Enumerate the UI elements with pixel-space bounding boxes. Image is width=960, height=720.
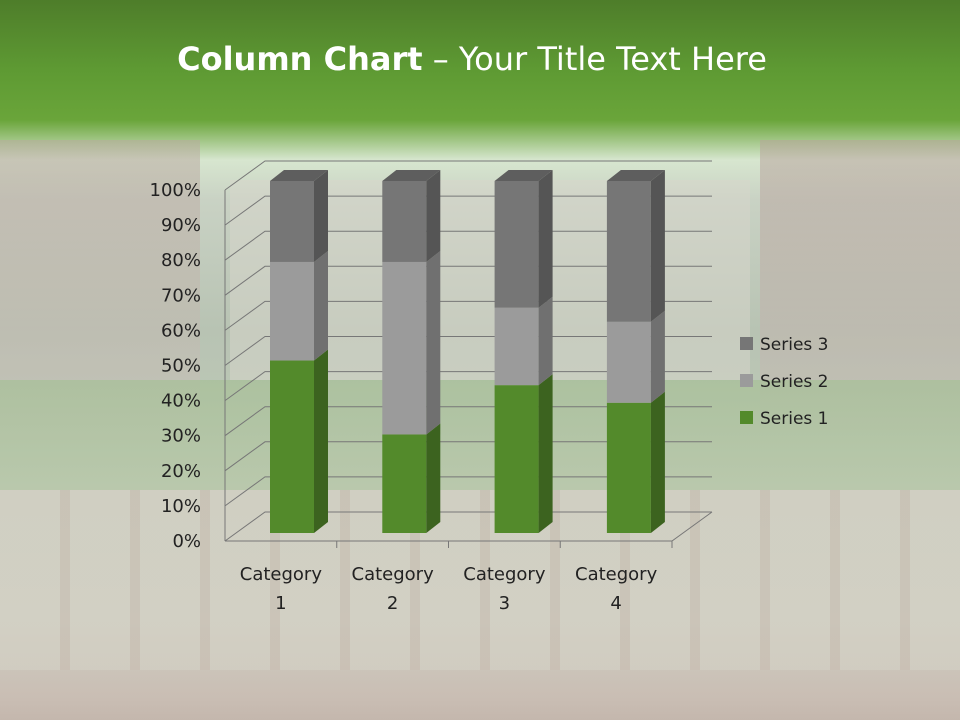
bar-front-series-2 bbox=[270, 261, 314, 361]
bar-top bbox=[382, 170, 441, 181]
legend-swatch bbox=[740, 337, 753, 350]
bar-top bbox=[606, 170, 665, 181]
y-tick-label: 20% bbox=[161, 461, 201, 482]
background-plaza bbox=[0, 490, 960, 670]
bar-front-series-1 bbox=[382, 434, 427, 533]
gridline bbox=[224, 300, 712, 331]
y-tick-label: 50% bbox=[161, 356, 201, 377]
y-tick-label: 60% bbox=[161, 320, 201, 341]
x-tick-label: Category bbox=[240, 564, 323, 585]
slide-title: Column Chart – Your Title Text Here bbox=[0, 40, 944, 78]
bar-side bbox=[426, 423, 441, 533]
bar-front-series-3 bbox=[494, 181, 539, 308]
y-tick-label: 100% bbox=[150, 180, 201, 201]
bar-side bbox=[426, 170, 441, 262]
gridline bbox=[224, 160, 712, 191]
bar-front-series-3 bbox=[606, 181, 651, 322]
y-tick-label: 80% bbox=[161, 250, 201, 271]
legend-swatch bbox=[740, 411, 753, 424]
legend-label: Series 2 bbox=[760, 372, 829, 392]
legend-swatch bbox=[740, 374, 753, 387]
x-tick-label: Category bbox=[575, 564, 658, 585]
background-lawn bbox=[0, 380, 960, 490]
y-tick-label: 0% bbox=[172, 531, 201, 552]
bar-side bbox=[314, 170, 328, 262]
x-tick-label-number: 1 bbox=[275, 593, 286, 614]
x-tick-label-number: 2 bbox=[387, 593, 398, 614]
bar-side bbox=[538, 374, 553, 533]
x-tick-label-number: 3 bbox=[499, 593, 510, 614]
y-tick-label: 90% bbox=[161, 215, 201, 236]
bar-side bbox=[650, 310, 665, 403]
bar-front-series-1 bbox=[606, 402, 651, 533]
bar-front-series-1 bbox=[494, 385, 539, 533]
bar-side bbox=[426, 250, 441, 435]
gridline bbox=[224, 476, 712, 507]
gridline bbox=[224, 336, 712, 366]
bar-top bbox=[494, 170, 553, 181]
gridline bbox=[224, 441, 712, 472]
y-tick-label: 70% bbox=[161, 285, 201, 306]
bar-top bbox=[270, 170, 328, 181]
gridline bbox=[224, 195, 712, 226]
bar-front-series-1 bbox=[270, 360, 314, 533]
bar-front-series-2 bbox=[382, 261, 427, 435]
bar-front-series-3 bbox=[270, 181, 314, 262]
legend-label: Series 3 bbox=[760, 335, 829, 355]
bar-side bbox=[538, 296, 553, 386]
y-tick-label: 40% bbox=[161, 391, 201, 412]
bar-side bbox=[314, 349, 328, 533]
gridline bbox=[224, 230, 712, 261]
bar-front-series-2 bbox=[606, 321, 651, 403]
bar-side bbox=[650, 391, 665, 533]
y-tick-label: 30% bbox=[161, 426, 201, 447]
gridline bbox=[224, 511, 712, 542]
x-tick-label: Category bbox=[352, 564, 435, 585]
bar-side bbox=[538, 170, 553, 308]
bar-side bbox=[650, 170, 665, 322]
title-rest: – Your Title Text Here bbox=[422, 40, 767, 78]
bar-front-series-3 bbox=[382, 181, 427, 262]
title-bold: Column Chart bbox=[177, 40, 423, 78]
x-tick-label-number: 4 bbox=[610, 593, 621, 614]
legend-label: Series 1 bbox=[760, 409, 829, 429]
y-tick-label: 10% bbox=[161, 496, 201, 517]
bar-side bbox=[314, 250, 328, 361]
gridline bbox=[224, 406, 712, 437]
bar-front-series-2 bbox=[494, 307, 539, 386]
gridline bbox=[224, 265, 712, 296]
gridline bbox=[224, 371, 712, 402]
x-tick-label: Category bbox=[463, 564, 546, 585]
